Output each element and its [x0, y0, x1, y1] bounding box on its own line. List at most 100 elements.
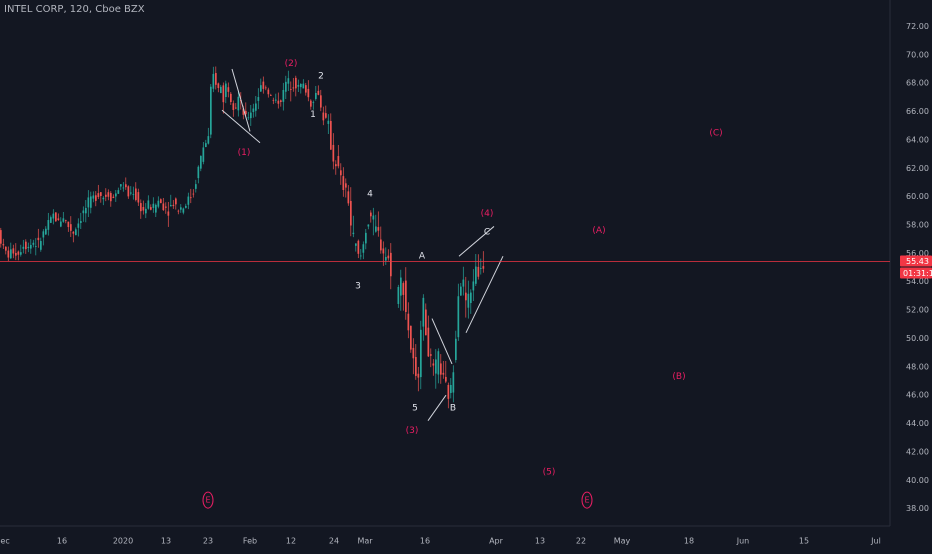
current-price-badge — [900, 255, 932, 267]
candle-body — [305, 85, 307, 93]
candle-body — [2, 244, 5, 246]
candle-body — [37, 237, 40, 241]
candle-body — [447, 384, 450, 399]
candle-body — [22, 246, 25, 249]
price-tick-label: 60.00 — [906, 192, 929, 201]
candle-body — [92, 195, 95, 199]
candle-body — [200, 155, 202, 169]
candle-body — [5, 246, 7, 251]
wave-label: (1) — [238, 148, 251, 158]
time-tick-label: Jul — [870, 537, 881, 546]
time-tick-label: Dec — [0, 537, 10, 546]
candle-body — [82, 210, 85, 214]
candle-body — [472, 281, 475, 291]
wave-label: B — [450, 403, 456, 413]
candle-body — [115, 193, 117, 197]
countdown-label: 01:31:12 — [903, 269, 932, 278]
candle-body — [167, 211, 170, 216]
candle-body — [100, 192, 102, 196]
candle-body — [427, 327, 430, 357]
candle-body — [477, 266, 480, 277]
candle-body — [315, 92, 317, 99]
circled-wave-marker — [581, 491, 593, 509]
candle-body — [27, 246, 30, 249]
candle-body — [397, 286, 400, 304]
time-tick-label: 2020 — [113, 537, 133, 546]
wave-labels: (1) (2) 2 1 4 3 A (4) C 5 B (3) (A) (C) (B) (5) E E — [202, 59, 723, 509]
candle-body — [25, 241, 27, 250]
candle-body — [195, 184, 197, 189]
candle-body — [332, 144, 335, 162]
candle-body — [465, 292, 467, 301]
candle-body — [30, 244, 32, 249]
candle-body — [330, 120, 332, 150]
candle-body — [67, 221, 70, 228]
price-tick-label: 66.00 — [906, 107, 929, 116]
candle-body — [105, 194, 107, 197]
price-tick-label: 50.00 — [906, 334, 929, 343]
candle-body — [260, 85, 262, 92]
candle-body — [227, 87, 230, 92]
candle-body — [280, 100, 282, 102]
price-tick-label: 48.00 — [906, 362, 929, 371]
time-tick-label: Jun — [736, 537, 750, 546]
wave-label: 2 — [318, 72, 324, 82]
candle-body — [265, 87, 267, 89]
candle-body — [172, 204, 175, 207]
price-tick-label: 64.00 — [906, 135, 929, 144]
candle-body — [35, 246, 37, 247]
wave-label: A — [419, 252, 426, 262]
candle-body — [360, 255, 362, 257]
candle-body — [117, 190, 120, 194]
candle-body — [165, 206, 167, 208]
candle-body — [130, 192, 132, 194]
candle-body — [255, 103, 257, 111]
trendline — [427, 394, 447, 421]
candle-body — [215, 73, 217, 85]
candle-body — [450, 385, 452, 393]
candle-body — [162, 203, 165, 211]
wave-label: (3) — [406, 426, 419, 436]
current-price-label: 55.43 — [906, 257, 929, 266]
candle-body — [467, 293, 470, 308]
candle-body — [170, 205, 172, 207]
candle-body — [110, 192, 112, 202]
candle-body — [377, 227, 380, 231]
candle-body — [232, 103, 235, 110]
candle-body — [192, 193, 195, 195]
candle-body — [352, 232, 355, 235]
candle-body — [322, 112, 325, 121]
candle-body — [237, 96, 240, 111]
price-tick-label: 38.00 — [906, 504, 929, 513]
candle-body — [435, 359, 437, 374]
time-axis[interactable]: Dec 16 2020 13 23 Feb 12 24 Mar 16 Apr 13 22 May 18 Jun… — [0, 537, 881, 546]
candle-body — [307, 88, 310, 98]
candle-body — [262, 81, 265, 89]
price-axis[interactable]: 72.00 70.00 68.00 66.00 64.00 62.00 60.00 58.00… — [900, 22, 932, 513]
candle-body — [152, 203, 155, 208]
candle-body — [180, 207, 182, 210]
candle-body — [417, 373, 420, 378]
candle-body — [312, 102, 315, 104]
candle-body — [157, 200, 160, 207]
wave-label: 3 — [355, 281, 361, 291]
candle-body — [405, 280, 407, 312]
time-tick-label: May — [614, 537, 631, 546]
candle-body — [205, 143, 207, 148]
candle-body — [337, 156, 340, 167]
candle-body — [420, 329, 422, 378]
candle-body — [457, 296, 460, 338]
candle-body — [407, 313, 410, 331]
candle-body — [292, 87, 295, 89]
time-tick-label: Feb — [243, 537, 257, 546]
candle-body — [480, 268, 482, 269]
candle-body — [125, 184, 127, 188]
candle-body — [270, 95, 272, 97]
candle-body — [140, 203, 142, 212]
candle-body — [415, 357, 417, 376]
candle-body — [177, 210, 180, 212]
time-tick-label: Mar — [357, 537, 373, 546]
candle-body — [127, 186, 130, 197]
